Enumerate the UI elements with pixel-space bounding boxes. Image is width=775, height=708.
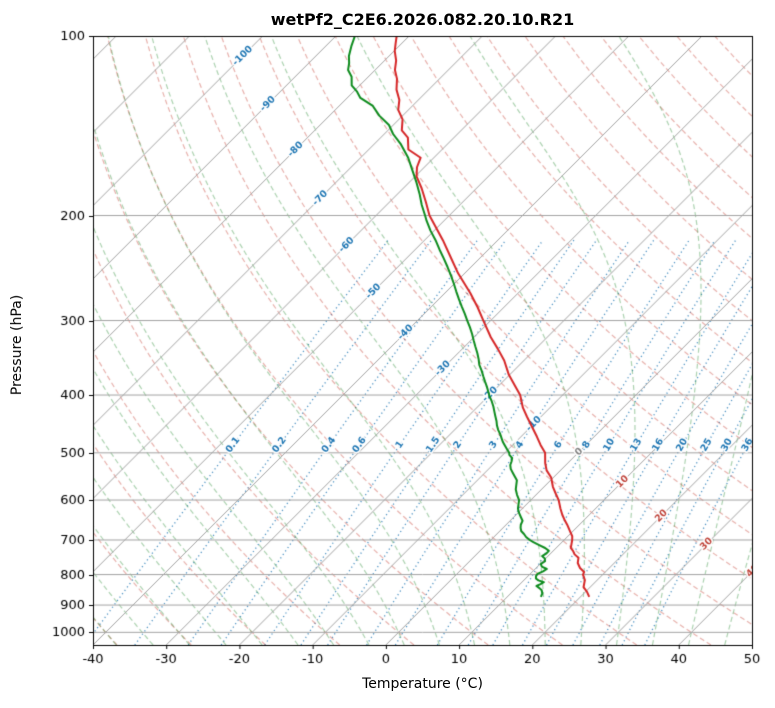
y-axis-label: Pressure (hPa) xyxy=(9,294,25,396)
plot-title: wetPf2_C2E6.2026.082.20.10.R21 xyxy=(270,10,575,29)
x-axis-label: Temperature (°C) xyxy=(362,676,483,692)
